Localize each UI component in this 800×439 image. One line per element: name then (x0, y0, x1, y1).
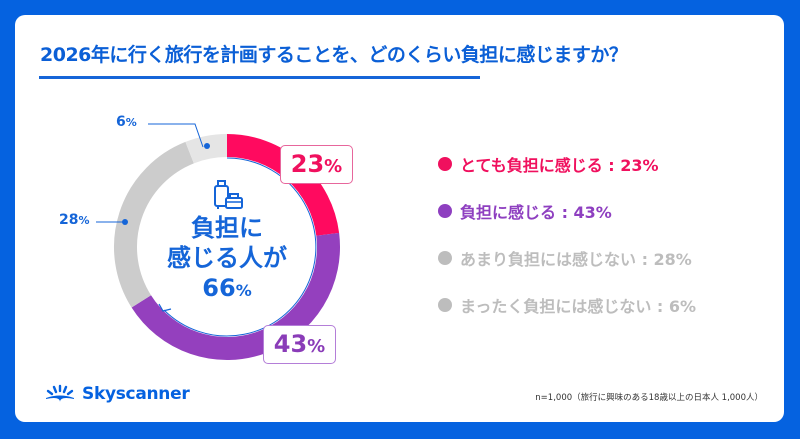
legend-label: 負担に感じる : 43% (460, 203, 612, 222)
legend-label: とても負担に感じる : 23% (460, 156, 659, 175)
center-annotation: 負担に 感じる人が 66% (147, 213, 307, 306)
leader-dot-28 (122, 219, 128, 225)
legend-item-not-much: あまり負担には感じない : 28% (438, 244, 696, 272)
legend-dot-icon (438, 157, 452, 171)
center-unit: % (235, 281, 252, 300)
skyscanner-logo: Skyscanner (44, 384, 190, 404)
legend-label: まったく負担には感じない : 6% (460, 297, 697, 316)
label-value: 6 (116, 114, 126, 130)
legend-label: あまり負担には感じない : 28% (460, 250, 692, 269)
sample-footnote: n=1,000（旅行に興味のある18歳以上の日本人 1,000人） (535, 393, 763, 403)
label-not-much: 28% (59, 212, 90, 228)
segment-some (131, 232, 340, 360)
arrowhead-icon (158, 303, 172, 312)
label-some-box: 43% (263, 325, 336, 364)
label-unit: % (78, 214, 90, 227)
sunrise-logo-icon (46, 384, 74, 402)
title-underline (39, 76, 480, 79)
label-unit: % (307, 336, 326, 357)
label-value: 23 (290, 150, 325, 178)
legend-item-not-at-all: まったく負担には感じない : 6% (438, 291, 696, 319)
label-value: 28 (59, 212, 79, 228)
center-line2: 感じる人が (167, 244, 287, 272)
leader-dot-6 (204, 143, 210, 149)
center-value-row: 66% (147, 273, 307, 306)
label-unit: % (125, 116, 137, 129)
logo-wordmark: Skyscanner (82, 384, 190, 404)
legend-dot-icon (438, 204, 452, 218)
label-not-at-all: 6% (116, 114, 137, 130)
legend-dot-icon (438, 251, 452, 265)
segment-not-much (114, 141, 195, 308)
legend-item-some: 負担に感じる : 43% (438, 197, 696, 225)
label-very-box: 23% (280, 145, 353, 184)
label-value: 43 (273, 330, 308, 358)
cumulative-arc (163, 157, 317, 337)
infographic-card (15, 15, 784, 422)
center-value: 66 (202, 274, 236, 302)
legend: とても負担に感じる : 23% 負担に感じる : 43% あまり負担には感じない… (438, 150, 696, 338)
legend-dot-icon (438, 298, 452, 312)
luggage-icon (214, 180, 243, 209)
center-line1: 負担に (191, 214, 263, 242)
legend-item-very: とても負担に感じる : 23% (438, 150, 696, 178)
label-unit: % (324, 156, 343, 177)
leader-line-6 (148, 123, 204, 148)
